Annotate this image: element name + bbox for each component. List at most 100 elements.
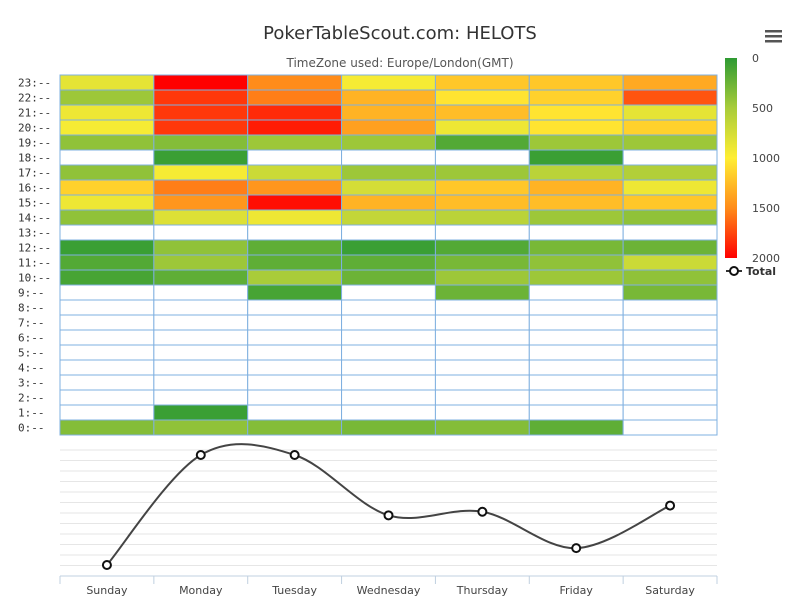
heatmap-cell xyxy=(434,74,530,91)
heatmap-cell xyxy=(622,164,718,181)
x-axis-labels: Sunday Monday Tuesday Wednesday Thursday Frid… xyxy=(86,584,695,597)
y-tick-label: 18:-- xyxy=(18,152,51,165)
y-tick-label: 23:-- xyxy=(18,77,51,90)
heatmap-cell xyxy=(59,164,155,181)
y-tick-label: 6:-- xyxy=(18,332,45,345)
hamburger-menu-icon[interactable] xyxy=(762,26,784,46)
heatmap-cell xyxy=(434,119,530,136)
heatmap-cell xyxy=(247,119,343,136)
y-tick-label: 8:-- xyxy=(18,302,45,315)
x-tick-label: Monday xyxy=(179,584,223,597)
heatmap-cell xyxy=(59,254,155,271)
heatmap-cell xyxy=(622,314,718,331)
heatmap-cell xyxy=(153,239,249,256)
heatmap-cell xyxy=(59,134,155,151)
heatmap-cell xyxy=(528,104,624,121)
heatmap-cell xyxy=(153,389,249,406)
x-tick-label: Friday xyxy=(560,584,594,597)
heatmap-cell xyxy=(622,194,718,211)
heatmap-cell xyxy=(59,329,155,346)
total-series-point xyxy=(665,500,676,511)
heatmap-cell xyxy=(153,134,249,151)
color-scale-tick-label: 0 xyxy=(752,52,759,65)
heatmap-cell xyxy=(434,104,530,121)
heatmap-cell xyxy=(341,284,436,301)
heatmap-cell xyxy=(59,404,155,421)
heatmap-cell xyxy=(341,209,436,226)
y-tick-label: 12:-- xyxy=(18,242,51,255)
heatmap-cell xyxy=(622,329,718,346)
heatmap-cell xyxy=(153,194,249,211)
heatmap-cell xyxy=(434,89,530,106)
heatmap-cell xyxy=(622,74,718,91)
heatmap-cell xyxy=(528,179,624,196)
heatmap-cell xyxy=(247,104,343,121)
heatmap-cell xyxy=(341,389,436,406)
heatmap-cell xyxy=(528,224,624,241)
heatmap-cell xyxy=(528,419,624,436)
heatmap-cell xyxy=(528,314,624,331)
heatmap-cell xyxy=(59,224,155,241)
y-tick-label: 4:-- xyxy=(18,362,45,375)
heatmap-cell xyxy=(341,404,436,421)
heatmap-cell xyxy=(341,329,436,346)
heatmap-cell xyxy=(341,254,436,271)
total-series-point xyxy=(195,450,206,460)
heatmap-cell xyxy=(59,239,155,256)
heatmap-cell xyxy=(434,269,530,286)
heatmap-cell xyxy=(247,179,343,196)
heatmap-cell xyxy=(528,254,624,271)
y-axis-labels: 0:-- 1:-- 2:-- 3:-- 4:-- 5:-- 6:-- 7:-- 8:-- 9:--… xyxy=(18,77,51,435)
heatmap-cell xyxy=(434,134,530,151)
y-tick-label: 3:-- xyxy=(18,377,45,390)
heatmap-cell xyxy=(528,344,624,361)
heatmap-cell xyxy=(434,194,530,211)
y-tick-label: 13:-- xyxy=(18,227,51,240)
x-tick-label: Thursday xyxy=(456,584,509,597)
heatmap-cell xyxy=(341,359,436,376)
heatmap-cell xyxy=(153,74,249,91)
heatmap-cell xyxy=(622,149,718,166)
heatmap-cell xyxy=(153,344,249,361)
heatmap-cell xyxy=(153,104,249,121)
heatmap-cell xyxy=(341,134,436,151)
total-series-point xyxy=(477,506,488,517)
heatmap-cell xyxy=(59,389,155,406)
heatmap-cell xyxy=(59,299,155,316)
total-series-point xyxy=(571,543,582,554)
heatmap-cell xyxy=(59,149,155,166)
legend-item-total[interactable]: Total xyxy=(746,265,776,278)
y-tick-label: 11:-- xyxy=(18,257,51,270)
heatmap-cell xyxy=(59,119,155,136)
heatmap-cell xyxy=(434,419,530,436)
y-tick-label: 2:-- xyxy=(18,392,45,405)
x-tick-label: Tuesday xyxy=(271,584,317,597)
heatmap-cell xyxy=(153,419,249,436)
heatmap-cell xyxy=(153,164,249,181)
heatmap-cell xyxy=(153,179,249,196)
heatmap-cell xyxy=(434,149,530,166)
heatmap xyxy=(59,74,718,436)
heatmap-cell xyxy=(341,149,436,166)
heatmap-cell xyxy=(528,329,624,346)
heatmap-cell xyxy=(341,164,436,181)
heatmap-cell xyxy=(153,329,249,346)
heatmap-cell xyxy=(434,374,530,391)
heatmap-cell xyxy=(341,239,436,256)
heatmap-cell xyxy=(153,314,249,331)
heatmap-cell xyxy=(622,209,718,226)
heatmap-cell xyxy=(622,104,718,121)
x-tick-label: Wednesday xyxy=(357,584,421,597)
heatmap-cell xyxy=(622,374,718,391)
heatmap-cell xyxy=(341,374,436,391)
y-tick-label: 0:-- xyxy=(18,422,45,435)
heatmap-cell xyxy=(528,119,624,136)
heatmap-cell xyxy=(622,404,718,421)
color-scale-tick-label: 2000 xyxy=(752,252,780,265)
heatmap-cell xyxy=(153,254,249,271)
heatmap-cell xyxy=(247,164,343,181)
y-tick-label: 5:-- xyxy=(18,347,45,360)
heatmap-cell xyxy=(59,419,155,436)
x-tick-label: Saturday xyxy=(645,584,695,597)
heatmap-cell xyxy=(341,104,436,121)
